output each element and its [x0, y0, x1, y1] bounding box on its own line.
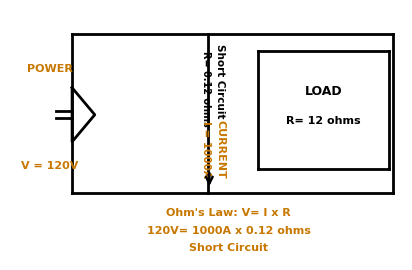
- Text: Ohm's Law: V= I x R: Ohm's Law: V= I x R: [166, 208, 291, 218]
- Text: POWER: POWER: [26, 64, 73, 74]
- Text: I = 1000A: I = 1000A: [201, 122, 211, 178]
- Text: Short Circuit: Short Circuit: [215, 44, 225, 118]
- Text: CURRENT: CURRENT: [215, 120, 225, 179]
- Text: R= 12 ohms: R= 12 ohms: [286, 116, 361, 126]
- Text: V = 120V: V = 120V: [21, 161, 78, 171]
- Text: Short Circuit: Short Circuit: [189, 243, 268, 254]
- Text: R= 0.12 ohms: R= 0.12 ohms: [201, 51, 211, 127]
- Text: 120V= 1000A x 0.12 ohms: 120V= 1000A x 0.12 ohms: [147, 226, 311, 236]
- Text: LOAD: LOAD: [304, 85, 342, 98]
